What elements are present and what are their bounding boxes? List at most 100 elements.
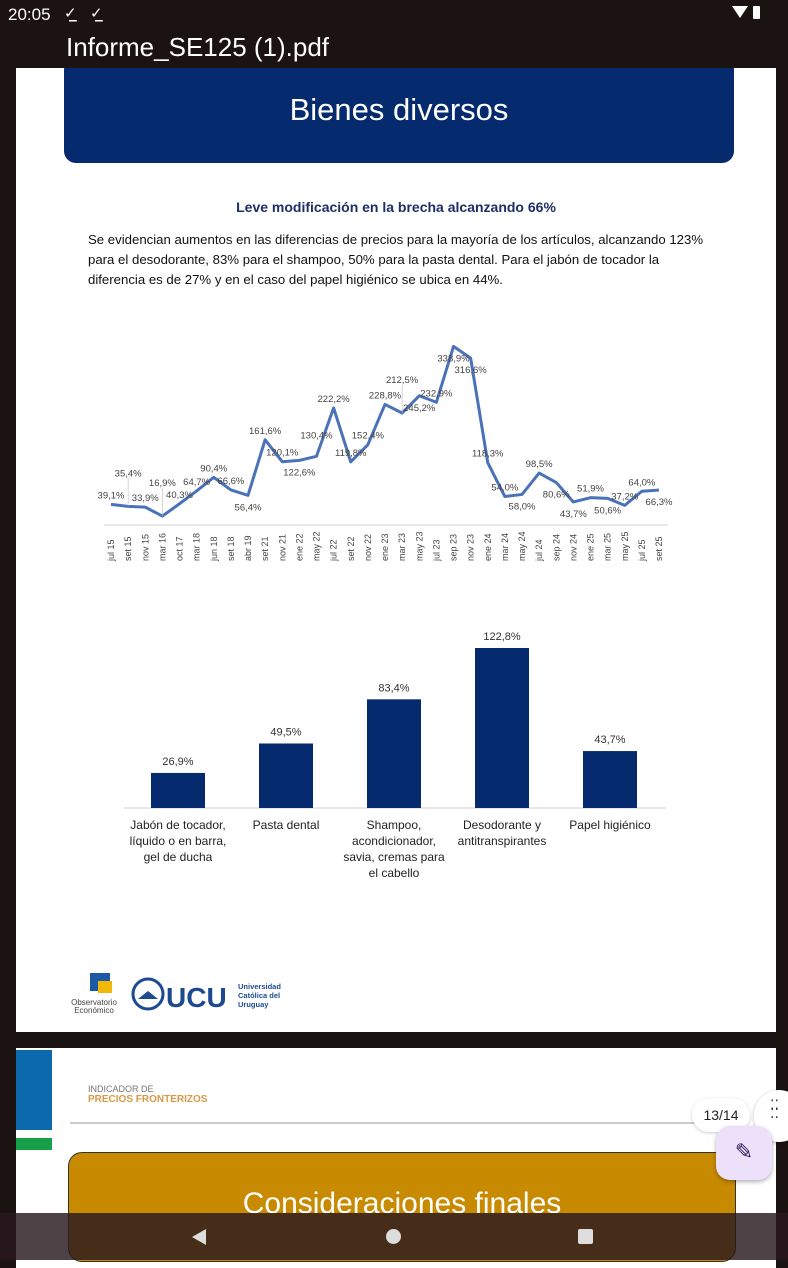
observatorio-logo: Observatorio Económico UCU Universidad C… bbox=[68, 973, 308, 1023]
battery-icon bbox=[753, 6, 760, 19]
data-label: 245,2% bbox=[403, 403, 436, 414]
svg-text:Universidad: Universidad bbox=[238, 982, 281, 991]
status-bar: 20:05 ✓̲ ✓̲ bbox=[0, 0, 788, 28]
indicator-name: PRECIOS FRONTERIZOS bbox=[88, 1094, 207, 1105]
x-tick-label: nov 23 bbox=[466, 534, 476, 561]
divider bbox=[70, 1122, 720, 1124]
svg-text:Económico: Económico bbox=[74, 1006, 114, 1015]
pdf-page: Bienes diversos Leve modificación en la … bbox=[16, 68, 776, 1032]
back-icon[interactable] bbox=[192, 1229, 206, 1245]
bar-category-label: Desodorante y antitranspirantes bbox=[450, 817, 554, 849]
data-label: 120,1% bbox=[266, 448, 299, 459]
x-tick-label: nov 15 bbox=[140, 534, 150, 561]
data-label: 35,4% bbox=[115, 468, 142, 479]
data-label: 66,6% bbox=[217, 476, 244, 487]
bar bbox=[151, 773, 205, 808]
data-label: 40,3% bbox=[166, 490, 193, 501]
data-label: 80,6% bbox=[543, 490, 570, 501]
x-tick-label: jul 25 bbox=[637, 539, 647, 562]
x-tick-label: nov 24 bbox=[568, 534, 578, 561]
bar-value-label: 122,8% bbox=[483, 631, 521, 643]
x-tick-label: may 22 bbox=[312, 531, 322, 561]
data-label: 64,7% bbox=[183, 477, 210, 488]
wifi-icon bbox=[732, 6, 748, 18]
x-tick-label: set 15 bbox=[123, 536, 133, 561]
data-label: 43,7% bbox=[560, 509, 587, 520]
data-label: 161,6% bbox=[249, 426, 282, 437]
download-done-icon: ✓̲ bbox=[90, 4, 103, 22]
data-label: 64,0% bbox=[628, 477, 655, 488]
navigation-bar bbox=[0, 1213, 788, 1260]
bar-chart: 26,9% 49,5% 83,4% 122,8% 43,7% bbox=[16, 620, 776, 820]
bar-value-label: 83,4% bbox=[378, 682, 409, 694]
data-label: 232,9% bbox=[420, 388, 453, 399]
x-tick-label: jul 24 bbox=[534, 539, 544, 562]
bar-category-label: Jabón de tocador, líquido o en barra, ge… bbox=[126, 817, 230, 865]
section-banner: Bienes diversos bbox=[64, 68, 734, 163]
data-label: 119,8% bbox=[335, 448, 367, 459]
data-label: 212,5% bbox=[386, 375, 419, 386]
bar bbox=[367, 699, 421, 808]
x-tick-label: sep 23 bbox=[449, 534, 459, 561]
x-tick-label: set 18 bbox=[226, 536, 236, 561]
x-tick-label: mar 18 bbox=[192, 533, 202, 561]
data-label: 152,4% bbox=[352, 431, 385, 442]
green-strip bbox=[16, 1138, 52, 1150]
bar-category-label: Shampoo, acondicionador, savia, cremas p… bbox=[342, 817, 446, 881]
x-tick-label: set 21 bbox=[260, 536, 270, 561]
bar bbox=[583, 751, 637, 808]
download-done-icon: ✓̲ bbox=[64, 4, 77, 22]
bar-value-label: 49,5% bbox=[270, 727, 301, 739]
data-label: 122,6% bbox=[283, 467, 316, 478]
x-tick-label: sep 24 bbox=[551, 534, 561, 561]
home-icon[interactable] bbox=[386, 1229, 401, 1244]
x-tick-label: may 23 bbox=[414, 531, 424, 561]
svg-text:Uruguay: Uruguay bbox=[238, 1000, 269, 1009]
x-tick-label: ene 25 bbox=[586, 533, 596, 561]
svg-text:Católica del: Católica del bbox=[238, 991, 280, 1000]
x-tick-label: nov 22 bbox=[363, 534, 373, 561]
x-tick-label: mar 25 bbox=[603, 533, 613, 561]
clock: 20:05 bbox=[8, 5, 51, 25]
data-label: 228,8% bbox=[369, 390, 402, 401]
data-label: 90,4% bbox=[200, 463, 227, 474]
data-label: 33,9% bbox=[132, 493, 159, 504]
bar-category-label: Pasta dental bbox=[234, 817, 338, 833]
bar-value-label: 43,7% bbox=[594, 734, 625, 746]
bar-value-label: 26,9% bbox=[162, 756, 193, 768]
logos: Observatorio Económico UCU Universidad C… bbox=[68, 973, 308, 1023]
x-tick-label: jul 15 bbox=[106, 539, 116, 562]
x-tick-label: jul 22 bbox=[329, 539, 339, 562]
data-label: 316,6% bbox=[455, 365, 488, 376]
x-tick-label: jul 23 bbox=[431, 539, 441, 562]
recents-icon[interactable] bbox=[578, 1229, 593, 1244]
data-label: 50,6% bbox=[594, 505, 621, 516]
x-tick-label: may 24 bbox=[517, 531, 527, 561]
svg-text:UCU: UCU bbox=[166, 982, 227, 1013]
bar bbox=[475, 648, 529, 808]
data-label: 51,9% bbox=[577, 484, 604, 495]
data-label: 37,2% bbox=[611, 491, 638, 502]
blue-strip bbox=[16, 1050, 52, 1130]
indicator-label: INDICADOR DE bbox=[88, 1084, 154, 1094]
data-label: 130,4% bbox=[300, 430, 333, 441]
data-label: 16,9% bbox=[149, 478, 176, 489]
data-label: 58,0% bbox=[509, 501, 536, 512]
data-label: 118,3% bbox=[472, 449, 504, 460]
section-subtitle: Leve modificación en la brecha alcanzand… bbox=[16, 199, 776, 215]
data-label: 56,4% bbox=[235, 502, 262, 513]
document-title: Informe_SE125 (1).pdf bbox=[66, 30, 329, 64]
section-paragraph: Se evidencian aumentos en las diferencia… bbox=[88, 230, 708, 290]
bar bbox=[259, 744, 313, 808]
x-tick-label: ene 22 bbox=[294, 533, 304, 561]
x-tick-label: mar 16 bbox=[157, 533, 167, 561]
x-tick-label: nov 21 bbox=[277, 534, 287, 561]
x-tick-label: may 25 bbox=[620, 531, 630, 561]
x-tick-label: mar 24 bbox=[500, 533, 510, 561]
data-label: 66,3% bbox=[646, 497, 673, 508]
data-label: 54,0% bbox=[491, 483, 518, 494]
annotate-pen-icon[interactable]: ✎ bbox=[716, 1126, 772, 1180]
x-tick-label: ene 24 bbox=[483, 533, 493, 561]
bar-category-label: Papel higiénico bbox=[558, 817, 662, 833]
